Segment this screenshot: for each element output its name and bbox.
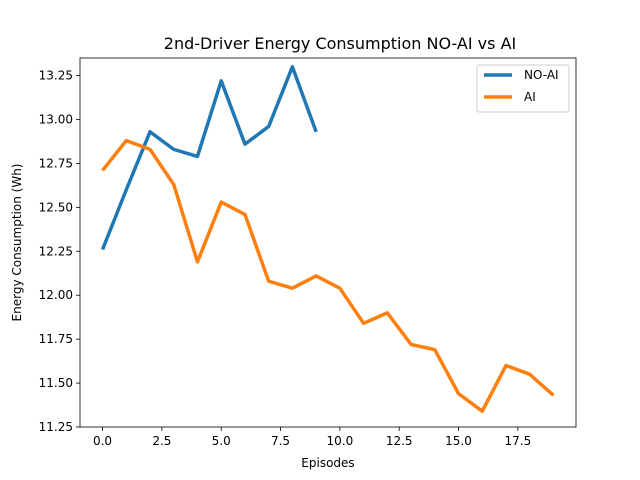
y-tick-label: 12.25 [39,244,73,258]
chart-title: 2nd-Driver Energy Consumption NO-AI vs A… [164,34,516,53]
plot-frame [79,57,577,428]
y-tick-label: 12.00 [39,288,73,302]
y-tick-label: 11.25 [39,420,73,434]
y-axis-label: Energy Consumption (Wh) [10,164,24,322]
series-lines [100,65,555,413]
legend: NO-AI AI [476,64,570,113]
series-line-ai [101,138,555,413]
x-tick-label: 0.0 [93,434,112,448]
x-tick-label: 15.0 [445,434,472,448]
y-axis-ticks: 11.25 11.50 11.75 12.00 12.25 12.50 12.75 13.00… [39,69,80,434]
x-tick-label: 7.5 [271,434,290,448]
x-tick-label: 5.0 [212,434,231,448]
y-tick-label: 12.75 [39,156,73,170]
legend-label-ai: AI [524,90,536,104]
y-tick-label: 13.25 [39,69,73,83]
x-tick-label: 17.5 [504,434,531,448]
y-tick-label: 12.50 [39,200,73,214]
y-tick-label: 11.75 [39,332,73,346]
series-line-no-ai [100,65,318,251]
x-axis-ticks: 0.0 2.5 5.0 7.5 10.0 12.5 15.0 17.5 [93,427,531,448]
plot-area [80,58,576,427]
y-tick-label: 13.00 [39,113,73,127]
legend-label-no-ai: NO-AI [524,68,559,82]
x-tick-label: 10.0 [327,434,354,448]
x-tick-label: 12.5 [386,434,413,448]
x-tick-label: 2.5 [152,434,171,448]
x-axis-label: Episodes [301,456,354,470]
y-tick-label: 11.50 [39,376,73,390]
